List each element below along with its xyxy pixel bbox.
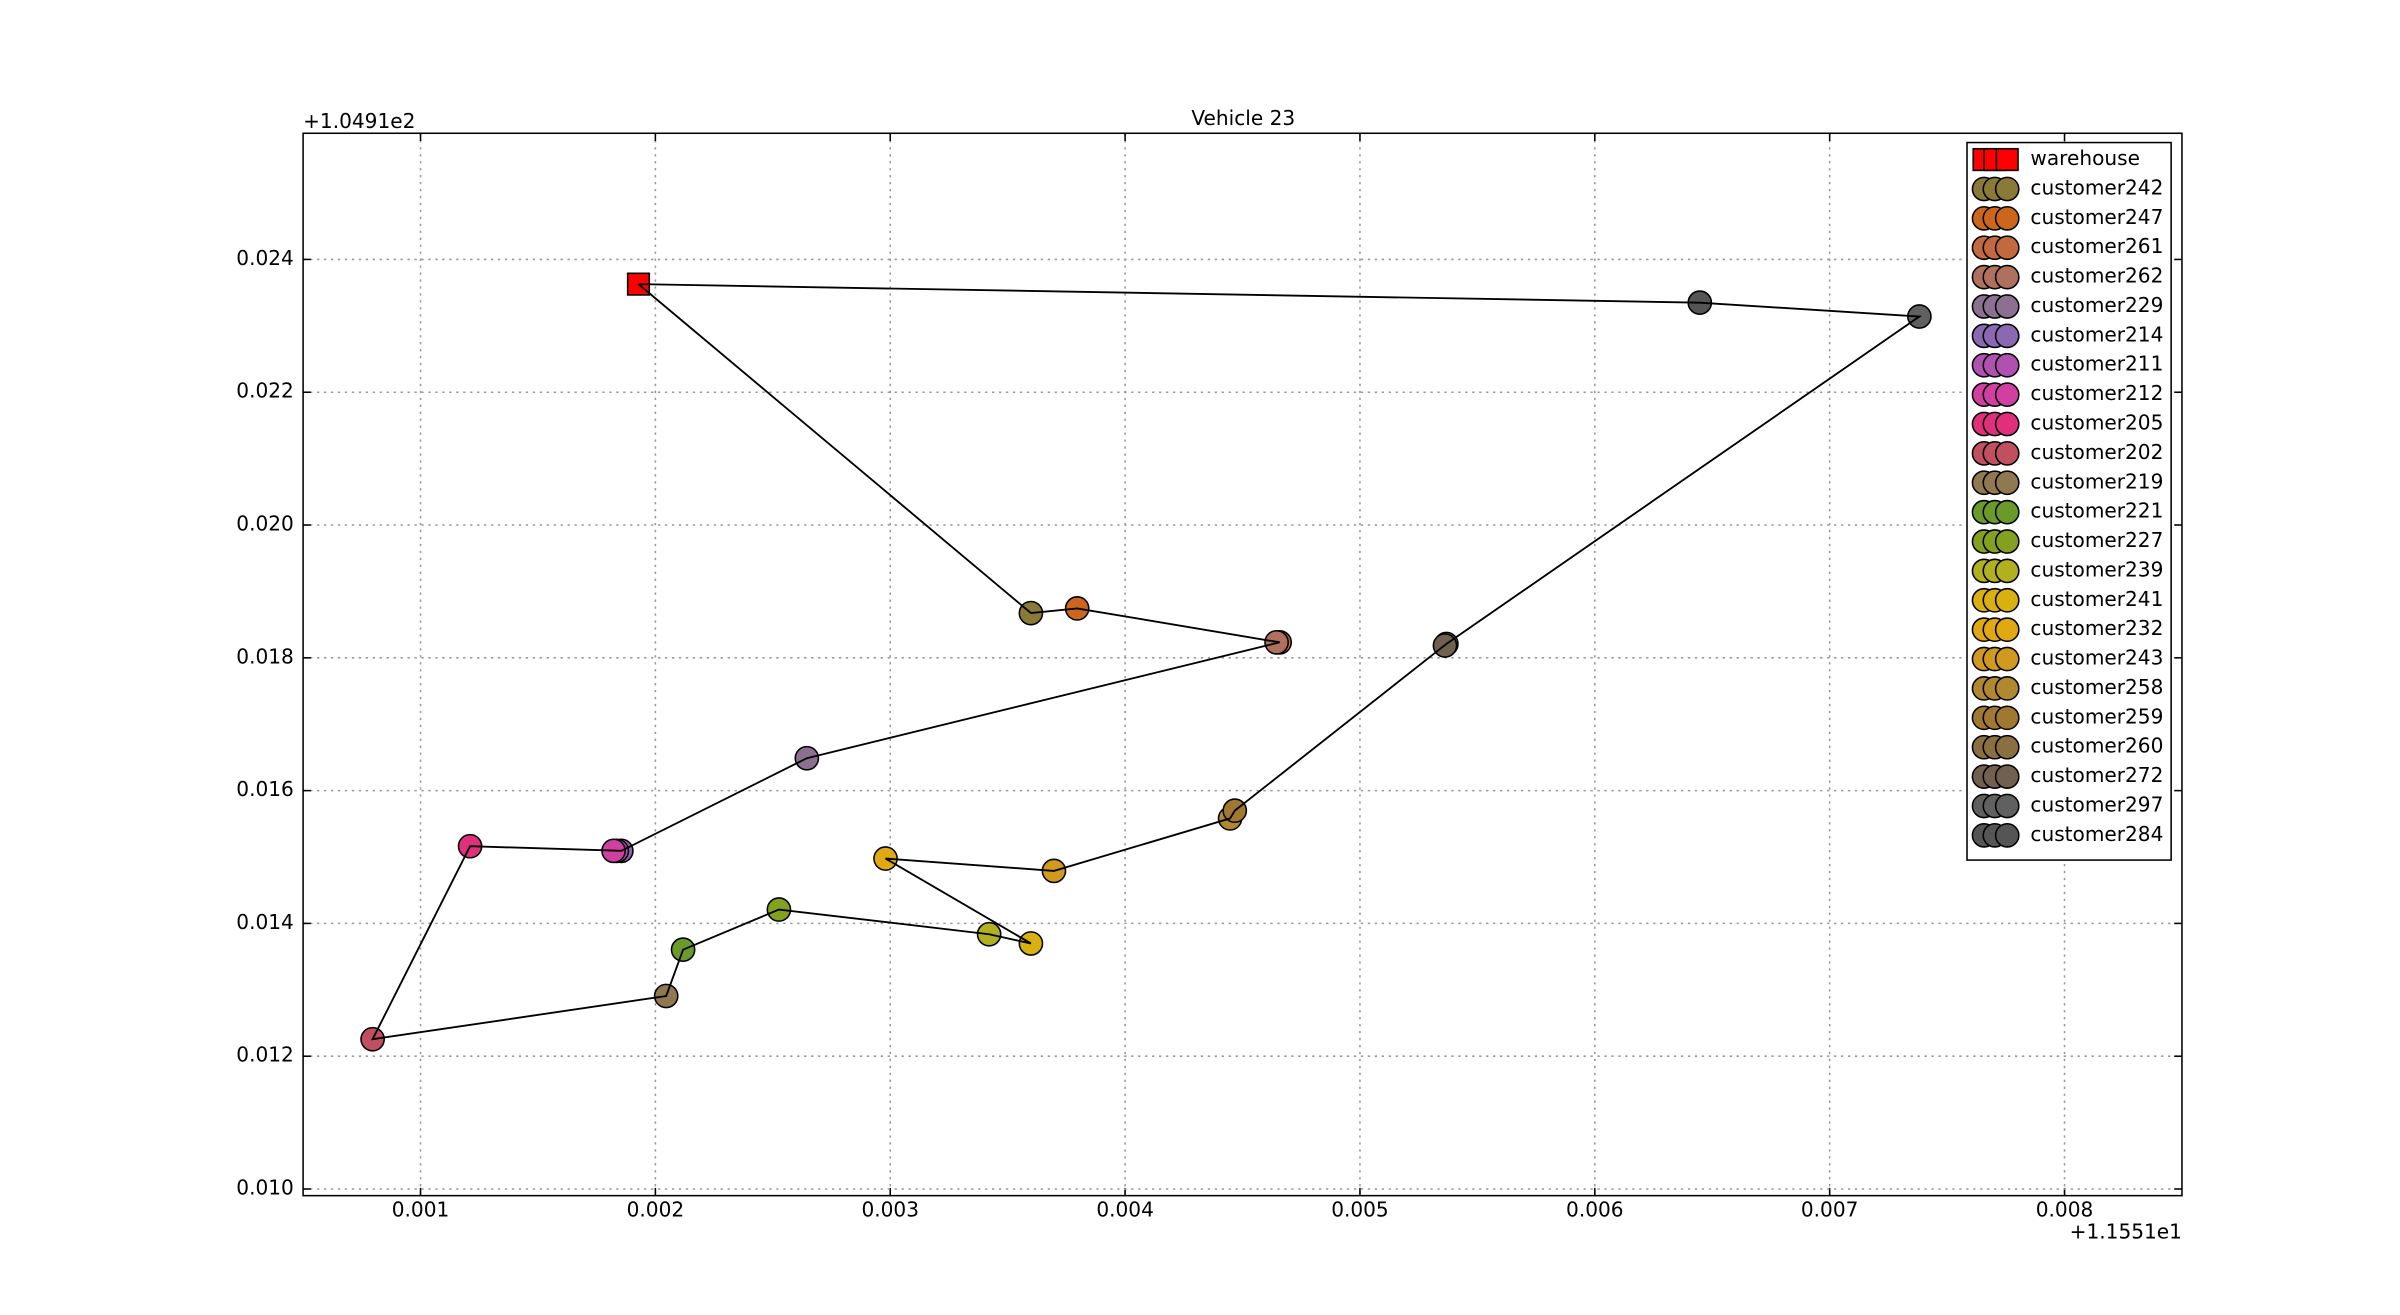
legend-marker	[1995, 147, 2019, 172]
y-tick-label: 0.012	[236, 1043, 294, 1067]
legend-label: customer227	[2030, 528, 2163, 552]
legend-label: customer258	[2030, 675, 2163, 699]
legend-marker	[1994, 441, 2020, 466]
legend-label: customer239	[2030, 557, 2163, 581]
legend-marker	[1994, 323, 2020, 349]
legend-label: customer211	[2030, 352, 2163, 376]
legend-label: customer214	[2030, 322, 2163, 346]
legend-marker	[1994, 294, 2020, 319]
legend-marker	[1994, 411, 2020, 437]
legend-label: customer232	[2030, 616, 2163, 640]
y-tick-label: 0.014	[236, 910, 294, 934]
legend-label: customer202	[2030, 440, 2163, 464]
legend-marker	[1994, 499, 2020, 525]
legend-label: customer272	[2030, 763, 2163, 787]
x-tick-label: 0.006	[1566, 1198, 1624, 1222]
legend-label: customer260	[2030, 734, 2163, 758]
x-tick-label: 0.001	[392, 1198, 450, 1222]
y-tick-label: 0.020	[236, 512, 294, 536]
y-offset-label: +1.0491e2	[303, 109, 415, 133]
x-tick-label: 0.004	[1096, 1198, 1154, 1222]
y-tick-label: 0.016	[236, 777, 294, 801]
legend-label: customer243	[2030, 646, 2163, 670]
legend-label: customer229	[2030, 293, 2163, 317]
legend-marker	[1994, 646, 2020, 672]
x-tick-label: 0.005	[1331, 1198, 1389, 1222]
y-tick-label: 0.018	[236, 644, 294, 668]
y-tick-label: 0.024	[236, 246, 294, 270]
legend-marker	[1994, 264, 2020, 290]
legend-marker	[1994, 529, 2020, 554]
legend-marker	[1994, 764, 2020, 789]
chart-title: Vehicle 23	[1191, 106, 1295, 130]
x-tick-label: 0.002	[627, 1198, 685, 1222]
legend-marker	[1994, 235, 2020, 261]
legend-label: customer212	[2030, 381, 2163, 405]
legend-label: customer297	[2030, 792, 2163, 816]
x-tick-label: 0.008	[2036, 1198, 2094, 1222]
legend-label: customer259	[2030, 704, 2163, 728]
y-tick-label: 0.022	[236, 379, 294, 403]
legend-marker	[1994, 352, 2020, 378]
legend-label: customer261	[2030, 234, 2163, 258]
y-tick-label: 0.010	[236, 1176, 294, 1200]
legend-marker	[1994, 822, 2020, 848]
legend-marker	[1994, 382, 2020, 407]
legend-label: customer219	[2030, 469, 2163, 493]
legend-marker	[1994, 176, 2020, 202]
legend-label: customer205	[2030, 410, 2163, 434]
legend-marker	[1994, 705, 2020, 731]
legend-label: customer247	[2030, 205, 2163, 229]
legend-marker	[1994, 617, 2020, 643]
legend-label: customer241	[2030, 587, 2163, 611]
legend-marker	[1994, 587, 2020, 613]
legend-label: customer242	[2030, 175, 2163, 199]
legend-label: warehouse	[2030, 146, 2140, 170]
legend-marker	[1994, 793, 2020, 819]
legend-marker	[1994, 676, 2020, 701]
plot-frame	[302, 132, 2183, 1197]
legend-marker	[1994, 205, 2020, 231]
legend-marker	[1994, 558, 2020, 584]
legend-marker	[1994, 734, 2020, 760]
x-tick-label: 0.007	[1801, 1198, 1859, 1222]
x-tick-label: 0.003	[861, 1198, 919, 1222]
legend-marker	[1994, 470, 2020, 496]
x-offset-label: +1.1551e1	[2070, 1219, 2182, 1243]
legend-label: customer221	[2030, 499, 2163, 523]
route-line	[370, 283, 1923, 1041]
legend-label: customer262	[2030, 264, 2163, 288]
legend-label: customer284	[2030, 822, 2163, 846]
